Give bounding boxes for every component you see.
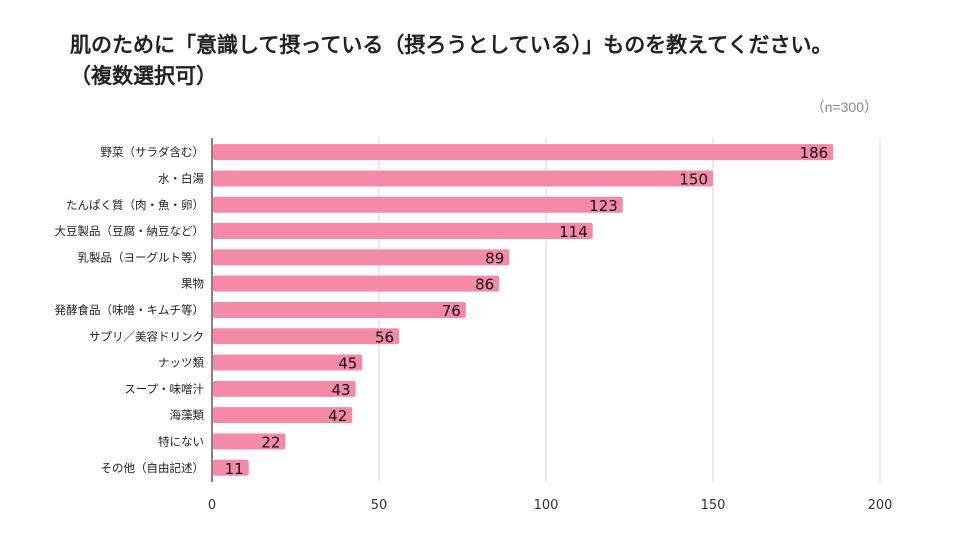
- data-label: 123: [589, 197, 618, 215]
- category-label: 野菜（サラダ含む）: [101, 145, 205, 159]
- x-tick-label: 50: [371, 498, 388, 513]
- data-label: 114: [559, 223, 588, 241]
- category-label: その他（自由記述）: [101, 461, 205, 475]
- category-label: 果物: [181, 277, 204, 291]
- data-label: 22: [261, 433, 280, 451]
- data-label: 76: [442, 302, 461, 320]
- data-label: 43: [332, 381, 351, 399]
- category-label: 特にない: [158, 434, 204, 448]
- chart-title: 肌のために「意識して摂っている（摂ろうとしている）」ものを教えてください。 （複…: [70, 33, 833, 88]
- data-label: 150: [679, 170, 708, 188]
- bar: [213, 354, 363, 371]
- data-label: 11: [225, 460, 244, 478]
- data-label: 45: [338, 355, 357, 373]
- data-label: 89: [485, 249, 504, 267]
- bar: [213, 459, 249, 476]
- sample-size-note: （n=300）: [810, 99, 878, 115]
- category-label: 海藻類: [170, 408, 205, 422]
- bar: [213, 380, 356, 397]
- category-label: 大豆製品（豆腐・納豆など）: [55, 224, 205, 238]
- bar: [213, 249, 510, 266]
- category-label: 発酵食品（味噌・キムチ等）: [55, 303, 205, 317]
- bar: [213, 407, 353, 424]
- category-label: 乳製品（ヨーグルト等）: [78, 250, 205, 264]
- x-tick-label: 200: [868, 498, 893, 513]
- bar: [213, 144, 834, 161]
- bar: [213, 301, 466, 318]
- bar: [213, 433, 286, 450]
- category-label: サプリ／美容ドリンク: [89, 329, 204, 343]
- category-label: たんぱく質（肉・魚・卵）: [66, 198, 204, 212]
- data-label: 42: [328, 407, 347, 425]
- x-tick-label: 0: [208, 498, 216, 513]
- category-label: スープ・味噌汁: [124, 382, 204, 396]
- x-tick-label: 150: [701, 498, 726, 513]
- data-label: 56: [375, 328, 394, 346]
- category-label: ナッツ類: [158, 356, 204, 370]
- bar: [213, 275, 500, 292]
- bar: [213, 170, 713, 187]
- bar: [213, 223, 593, 240]
- bar: [213, 328, 400, 345]
- category-label: 水・白湯: [158, 171, 204, 185]
- data-label: 186: [800, 144, 829, 162]
- data-label: 86: [475, 276, 494, 294]
- bar: [213, 196, 623, 213]
- x-tick-label: 100: [534, 498, 559, 513]
